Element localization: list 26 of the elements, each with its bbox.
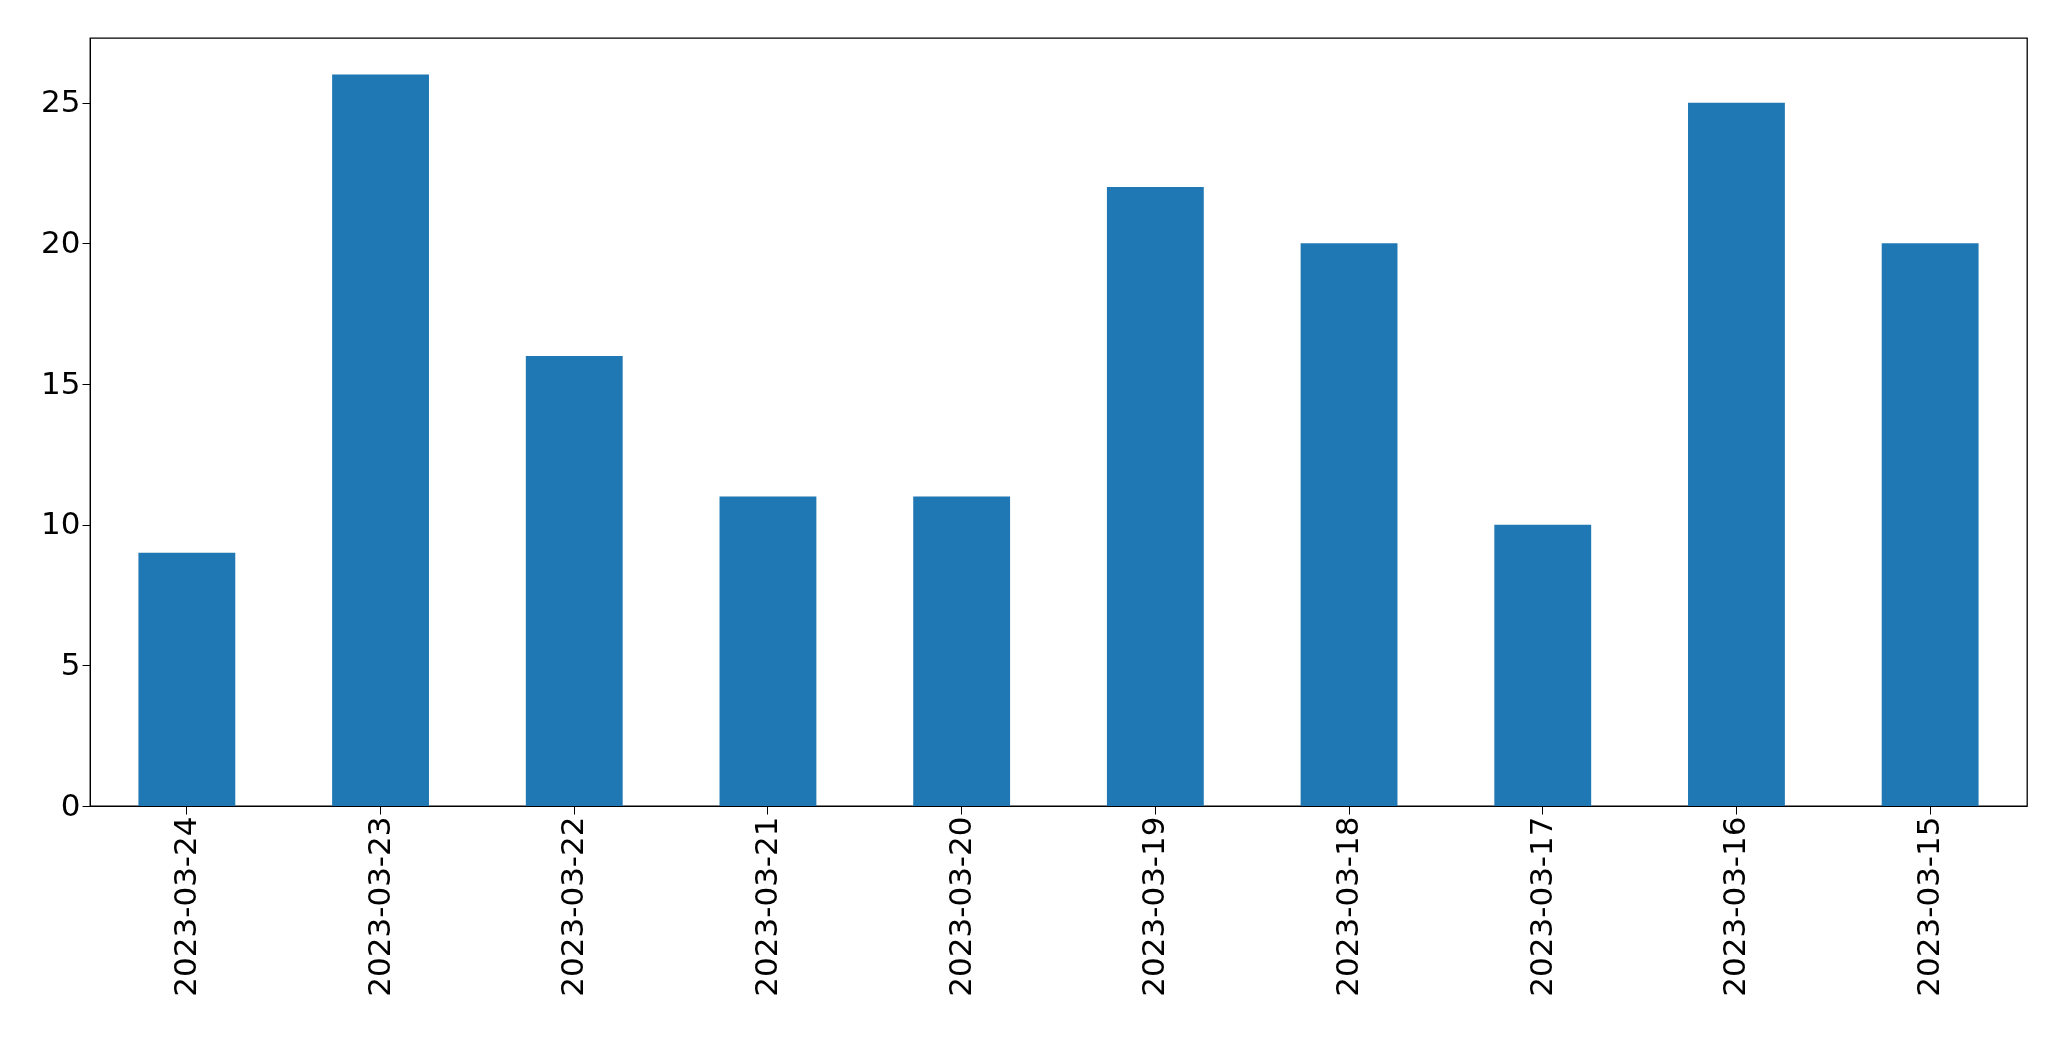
y-tick-label: 5 <box>60 645 81 682</box>
x-tick-label: 2023-03-21 <box>747 816 784 997</box>
bar <box>1300 243 1398 806</box>
bar <box>913 496 1011 806</box>
y-tick-label: 10 <box>41 505 81 542</box>
x-tick-label: 2023-03-16 <box>1716 816 1753 997</box>
x-tick-label: 2023-03-23 <box>360 816 397 997</box>
y-tick-label: 15 <box>41 364 81 401</box>
x-tick-label: 2023-03-19 <box>1135 816 1172 997</box>
bar <box>1688 102 1785 806</box>
bar <box>1494 524 1592 806</box>
bar <box>1106 187 1204 806</box>
x-tick-label: 2023-03-24 <box>166 816 203 997</box>
bar <box>138 552 236 806</box>
y-tick-label: 25 <box>41 83 81 120</box>
bar <box>1881 243 1979 806</box>
x-tick-label: 2023-03-17 <box>1522 816 1559 997</box>
y-tick-label: 20 <box>41 223 81 260</box>
x-tick-label: 2023-03-15 <box>1910 816 1947 997</box>
x-tick-label: 2023-03-20 <box>941 816 978 997</box>
x-tick-label: 2023-03-18 <box>1329 816 1366 997</box>
x-tick-label: 2023-03-22 <box>554 816 591 997</box>
bar <box>525 355 623 806</box>
bar <box>719 496 817 806</box>
y-tick-label: 0 <box>60 786 81 823</box>
bar <box>332 74 429 806</box>
